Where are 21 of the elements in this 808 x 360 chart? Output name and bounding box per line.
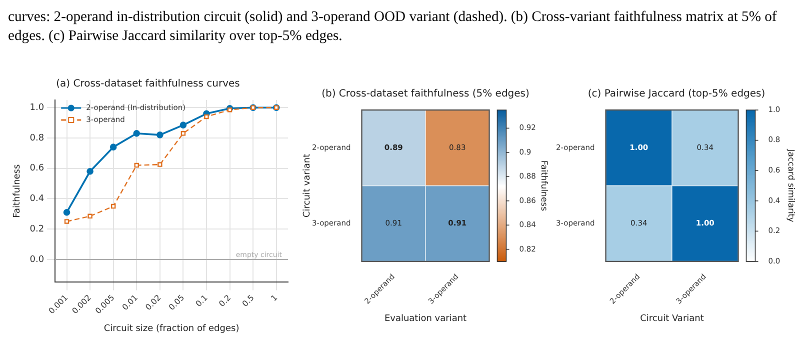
y-axis-title: Faithfulness (12, 164, 23, 218)
color-bar-title: Jaccard similarity (786, 148, 796, 222)
x-tick-label: 0.2 (217, 293, 233, 308)
text: curves: 2-operand in-distribution circuit (solid) and 3-operand OOD variant (dashed). (b) Cross-variant faithfulness matrix at 5% of edges. (c) Pairwise Jaccard similarity over top-5% edges. (8, 8, 778, 46)
chart-title: (b) Cross-dataset faithfulness (5% edges) (322, 88, 530, 100)
y-tick-label: 0.2 (30, 224, 44, 234)
x-tick-label: 0.1 (194, 293, 210, 308)
x-tick-label: 0.5 (240, 293, 256, 308)
y-tick-label: 1.0 (30, 102, 44, 113)
y-tick-label: 0.8 (30, 133, 44, 144)
x-axis-title: Circuit size (fraction of edges) (104, 324, 240, 334)
chart-title: (a) Cross-dataset faithfulness curves (56, 78, 240, 90)
x-axis-title: Circuit Variant (640, 314, 704, 324)
y-tick-label: 0.6 (30, 164, 44, 174)
y-tick-label: 0.4 (30, 194, 44, 204)
chart-title: (c) Pairwise Jaccard (top-5% edges) (588, 88, 766, 100)
color-bar-title: Faithfulness (538, 160, 549, 212)
x-axis-title: Evaluation variant (384, 314, 468, 324)
x-tick-label: 1 (269, 293, 280, 304)
y-tick-label: 0.0 (30, 254, 44, 265)
y-axis-title: Circuit variant (302, 153, 313, 218)
